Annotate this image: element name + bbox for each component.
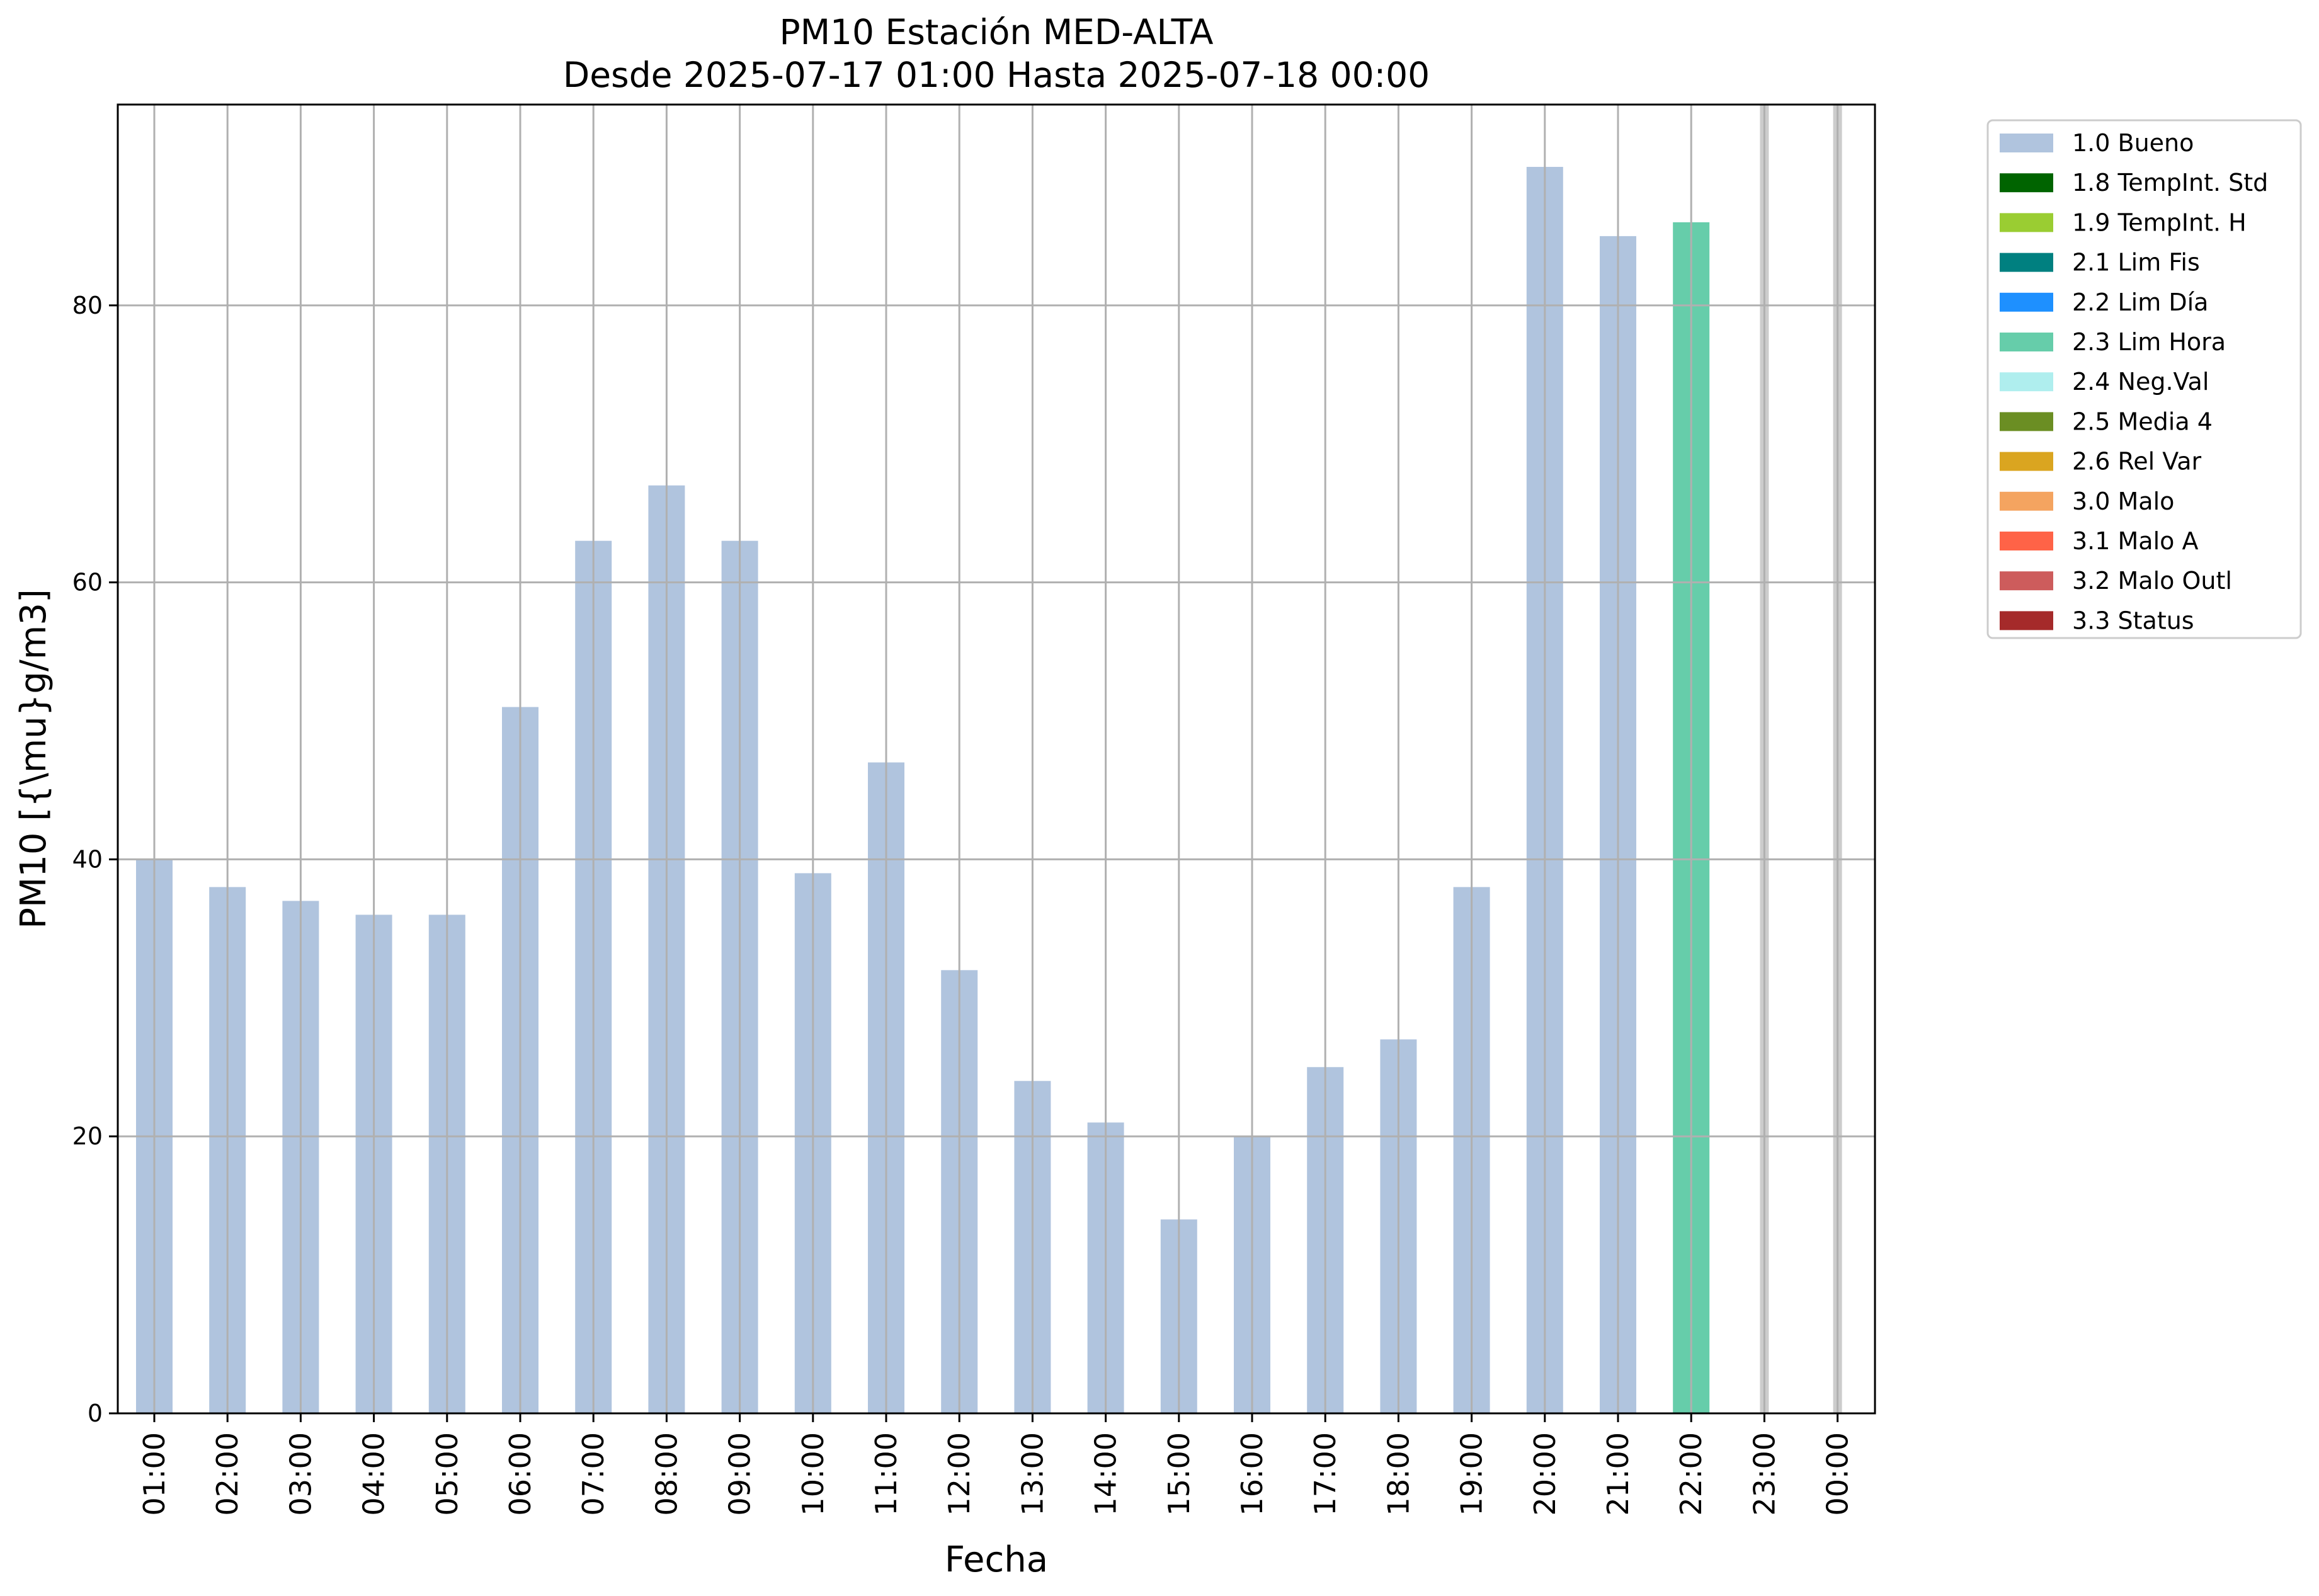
x-tick-label: 23:00 [1747,1432,1781,1516]
legend-swatch [2000,611,2053,630]
legend-swatch [2000,173,2053,193]
legend-entry: 2.1 Lim Fis [2072,249,2200,276]
x-tick-label: 10:00 [796,1432,830,1516]
x-tick-label: 15:00 [1162,1432,1196,1516]
legend-entry: 3.3 Status [2072,607,2194,634]
x-tick-label: 17:00 [1308,1432,1342,1516]
legend-swatch [2000,491,2053,511]
x-tick-label: 18:00 [1381,1432,1415,1516]
legend-entry: 2.5 Media 4 [2072,408,2213,435]
x-tick-label: 05:00 [430,1432,464,1516]
grid [118,105,1875,1413]
legend-box [1986,119,2302,639]
legend-swatch [2000,134,2053,152]
x-axis: 01:00 02:00 03:00 04:00 05:00 06:00 07:00 08:00… [137,1413,1855,1516]
bars [136,105,1842,1414]
legend-swatch [2000,372,2053,392]
x-tick-label: 06:00 [503,1432,537,1516]
legend: 1.0 Bueno 1.8 TempInt. Std 1.9 TempInt. H 2… [1986,119,2302,639]
x-tick-label: 20:00 [1528,1432,1562,1516]
x-tick-label: 02:00 [210,1432,244,1516]
x-tick-label: 11:00 [869,1432,903,1516]
x-tick-label: 12:00 [942,1432,976,1516]
legend-swatch [2000,571,2053,591]
y-axis-label: PM10 [{\mu}g/m3] [13,589,54,929]
legend-swatch [2000,452,2053,471]
legend-entry: 3.2 Malo Outl [2072,567,2232,595]
legend-entry: 1.0 Bueno [2072,129,2194,157]
legend-swatch [2000,333,2053,351]
legend-swatch [2000,412,2053,431]
x-tick-label: 03:00 [283,1432,317,1516]
legend-entry: 1.8 TempInt. Std [2072,169,2268,197]
plot-frame [117,103,1876,1415]
legend-entry: 2.6 Rel Var [2072,448,2202,476]
legend-entry: 2.2 Lim Día [2072,288,2208,316]
y-tick-label: 20 [72,1122,103,1150]
legend-swatch [2000,532,2053,550]
x-tick-label: 07:00 [576,1432,610,1516]
x-tick-label: 01:00 [137,1432,171,1516]
y-tick-label: 0 [88,1399,103,1427]
x-tick-label: 14:00 [1089,1432,1123,1516]
x-axis-label: Fecha [945,1539,1048,1580]
legend-swatch [2000,253,2053,272]
x-tick-label: 13:00 [1015,1432,1049,1516]
y-tick-label: 40 [72,845,103,873]
chart-title: PM10 Estación MED-ALTA [779,12,1213,52]
x-tick-label: 22:00 [1674,1432,1708,1516]
x-tick-label: 19:00 [1455,1432,1489,1516]
y-tick-label: 60 [72,569,103,596]
x-tick-label: 09:00 [723,1432,757,1516]
x-tick-label: 16:00 [1235,1432,1269,1516]
legend-entry: 2.4 Neg.Val [2072,368,2209,396]
legend-swatch [2000,213,2053,232]
legend-swatch [2000,292,2053,312]
legend-entry: 2.3 Lim Hora [2072,328,2226,356]
x-tick-label: 08:00 [649,1432,683,1516]
legend-entry: 1.9 TempInt. H [2072,208,2247,236]
legend-entry: 3.1 Malo A [2072,527,2198,555]
legend-entry: 3.0 Malo [2072,487,2174,515]
x-tick-label: 04:00 [357,1432,391,1516]
y-tick-label: 80 [72,292,103,319]
chart-subtitle: Desde 2025-07-17 01:00 Hasta 2025-07-18 … [563,55,1430,95]
x-tick-label: 00:00 [1821,1432,1855,1516]
y-axis: 0 20 40 60 80 [72,292,118,1427]
x-tick-label: 21:00 [1601,1432,1635,1516]
